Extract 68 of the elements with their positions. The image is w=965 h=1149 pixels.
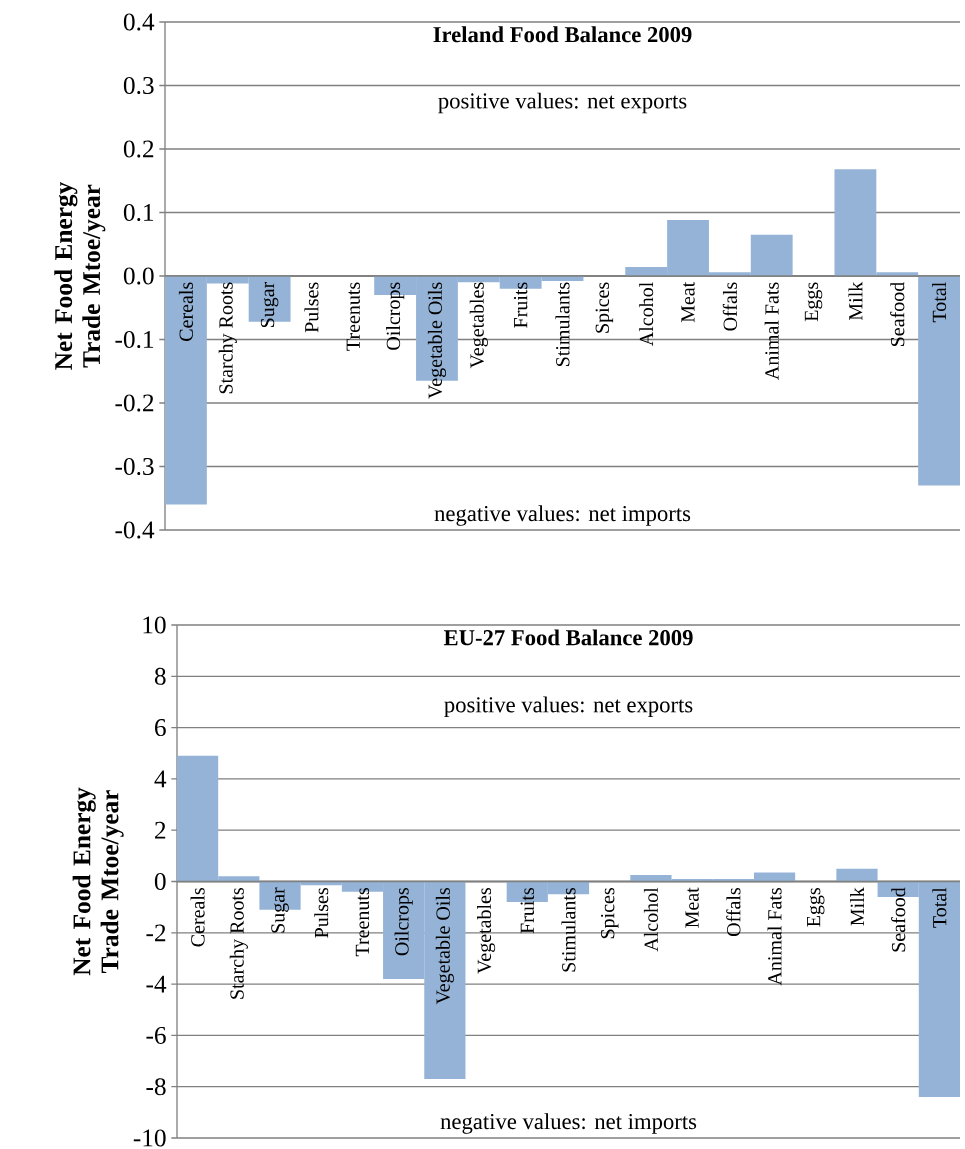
y-tick-label: -2 [146,924,166,942]
x-tick-label: Stimulants [555,282,570,366]
x-tick-label: Total [932,282,947,323]
x-tick-label: Cereals [178,282,193,341]
annotation: negative values: net imports [434,505,691,526]
x-tick-label: Spices [600,888,619,939]
x-tick-label: Sugar [271,887,289,933]
x-tick-label: Treenuts [355,887,370,957]
x-tick-label: Treenuts [346,282,360,351]
y-tick-label: 0.1 [123,203,154,222]
x-tick-label: Oilcrops [386,282,405,350]
x-tick-label: Cereals [190,888,205,947]
y-tick-label: 0.3 [123,76,154,95]
x-tick-label: Fruits [520,888,535,934]
x-tick-label: Milk [848,281,863,321]
y-tick-label: 2 [155,821,166,839]
x-tick-label: Pulses [304,282,319,333]
chart-title: EU-27 Food Balance 2009 [443,629,693,646]
x-tick-label: Spices [595,282,614,333]
x-tick-label: Fruits [513,282,528,328]
y-tick-label: 0.4 [123,13,155,31]
x-tick-label: Pulses [314,888,329,938]
bar [918,275,960,486]
y-tick-label: -0.4 [115,521,155,539]
y-tick-label: 4 [154,770,167,788]
y-tick-label: 0.0 [123,267,154,285]
x-tick-label: Eggs [807,888,825,927]
x-tick-label: Offals [722,282,737,331]
x-tick-label: Seafood [890,282,905,346]
annotation: negative values: net imports [440,1113,697,1134]
y-tick-label: -0.3 [115,457,154,476]
x-tick-label: Offals [726,888,741,937]
x-tick-label: Stimulants [561,887,576,972]
y-axis-title: Net Food Energy Trade Mtoe/year [72,787,124,976]
y-axis-title: Net Food Energy Trade Mtoe/year [54,181,106,370]
x-tick-label: Vegetable Oils [427,282,447,399]
y-tick-label: 6 [155,719,166,737]
y-tick-label: 10 [143,616,166,634]
x-tick-label: Alcohol [643,887,658,952]
y-tick-label: -0.1 [115,330,154,349]
x-tick-label: Total [932,887,947,928]
bar [836,868,878,882]
x-tick-label: Vegetables [469,282,488,369]
y-tick-label: -4 [146,975,167,993]
annotation: positive values: net exports [438,92,687,114]
x-tick-label: Animal Fats [767,888,782,986]
x-tick-label: Oilcrops [394,888,413,956]
x-tick-label: Animal Fats [764,282,779,380]
y-tick-label: 0 [154,872,166,891]
x-tick-label: Starchy Roots [229,888,248,999]
annotation: positive values: net exports [444,696,693,718]
x-tick-label: Vegetable Oils [435,887,454,1005]
x-tick-label: Seafood [891,887,906,952]
x-tick-label: Alcohol [639,282,654,347]
x-tick-label: Milk [850,887,864,926]
y-tick-label: -0.2 [115,394,154,412]
y-tick-label: -8 [146,1078,166,1096]
y-tick-label: -10 [133,1129,166,1147]
x-tick-label: Vegetables [477,887,496,974]
chart-title: Ireland Food Balance 2009 [433,26,692,43]
x-tick-label: Starchy Roots [218,282,237,394]
y-tick-label: -6 [146,1026,166,1044]
x-tick-label: Meat [681,281,695,323]
x-tick-label: Sugar [260,281,279,328]
x-tick-label: Meat [685,887,699,928]
y-tick-label: 8 [154,667,166,685]
y-tick-label: 0.2 [123,140,154,158]
x-tick-label: Eggs [804,282,823,322]
